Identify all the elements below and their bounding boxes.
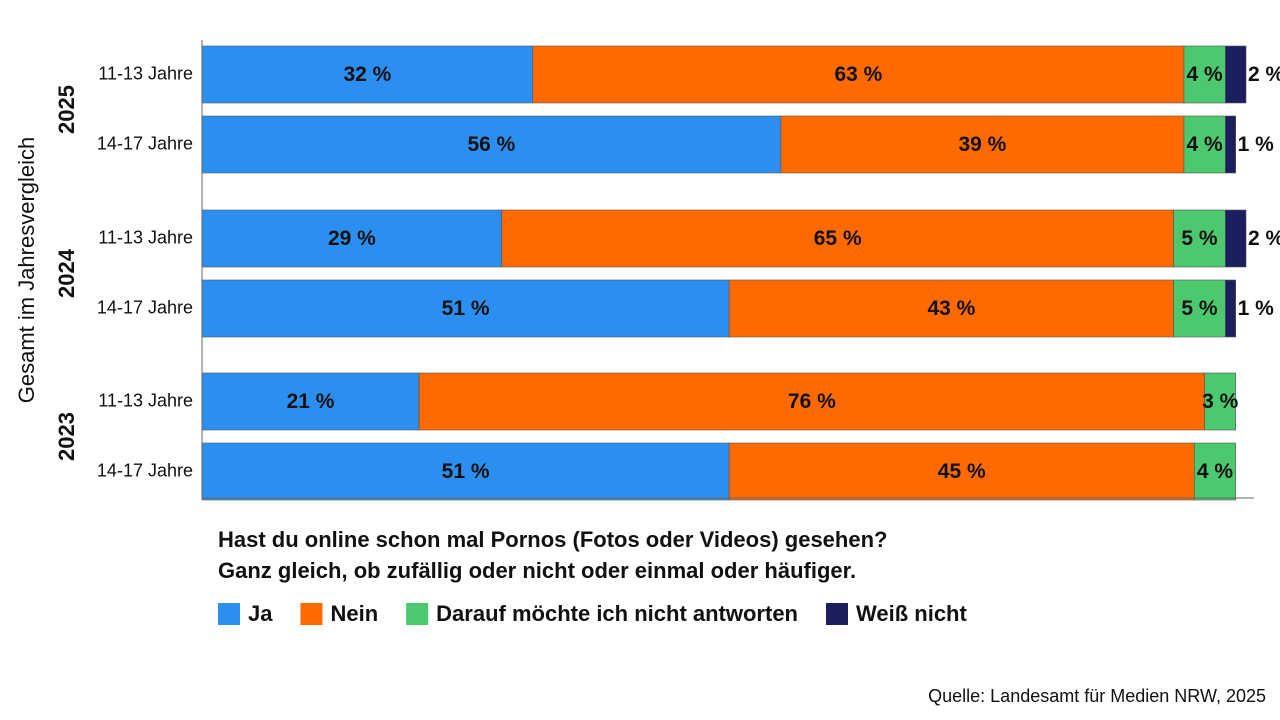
y-axis-label: Gesamt im Jahresvergleich — [14, 137, 39, 404]
value-label: 63 % — [834, 63, 882, 86]
value-label: 4 % — [1187, 133, 1224, 156]
value-label: 32 % — [343, 63, 391, 86]
bar-segment — [1204, 372, 1236, 431]
chart-title: Hast du online schon mal Pornos (Fotos o… — [218, 527, 887, 552]
bar-segment — [1183, 45, 1226, 104]
bar-segment — [1173, 209, 1226, 268]
legend-label: Weiß nicht — [856, 601, 967, 626]
bar-segment — [1183, 115, 1226, 174]
bar-segment — [201, 115, 782, 174]
legend-label: Ja — [248, 601, 273, 626]
value-label: 45 % — [938, 460, 986, 483]
bar-segment — [501, 209, 1174, 268]
legend-swatch — [300, 603, 323, 625]
value-label: 4 % — [1187, 63, 1224, 86]
category-label: 11-13 Jahre — [98, 390, 193, 410]
bar-segment — [418, 372, 1205, 431]
value-label: 3 % — [1202, 390, 1239, 413]
category-label: 14-17 Jahre — [97, 460, 193, 480]
value-label: 65 % — [814, 227, 862, 250]
category-label: 14-17 Jahre — [97, 297, 193, 317]
value-label: 4 % — [1197, 460, 1234, 483]
value-label: 2 % — [1248, 63, 1280, 86]
value-label: 39 % — [958, 133, 1006, 156]
value-label: 1 % — [1238, 133, 1275, 156]
bar-segment — [1173, 279, 1226, 338]
legend-swatch — [826, 603, 848, 625]
bar-segment — [780, 115, 1185, 174]
value-label: 76 % — [788, 390, 836, 413]
bar-segment — [1225, 279, 1236, 338]
source: Quelle: Landesamt für Medien NRW, 2025 — [928, 686, 1266, 706]
legend-swatch — [218, 603, 240, 625]
bar-segment — [1225, 45, 1247, 104]
value-label: 21 % — [287, 390, 335, 413]
value-label: 1 % — [1238, 297, 1275, 320]
category-label: 14-17 Jahre — [97, 133, 193, 153]
value-label: 5 % — [1181, 227, 1218, 250]
bar-segment — [201, 372, 420, 431]
group-label: 2023 — [54, 412, 79, 461]
bar-segment — [1225, 209, 1247, 268]
value-label: 29 % — [328, 227, 376, 250]
value-label: 51 % — [442, 297, 490, 320]
chart-subtitle: Ganz gleich, ob zufällig oder nicht oder… — [218, 558, 856, 583]
bar-segment — [201, 45, 534, 104]
bar-segment — [532, 45, 1185, 104]
bar-segment — [1225, 115, 1236, 174]
bar-segment — [201, 209, 503, 268]
value-label: 51 % — [442, 460, 490, 483]
bar-segment — [728, 442, 1195, 501]
value-label: 5 % — [1181, 297, 1218, 320]
bar-segment — [1194, 442, 1236, 501]
value-label: 2 % — [1248, 227, 1280, 250]
legend-swatch — [406, 603, 429, 625]
value-label: 56 % — [467, 133, 515, 156]
group-label: 2025 — [54, 85, 79, 134]
legend-label: Darauf möchte ich nicht antworten — [436, 601, 798, 626]
category-label: 11-13 Jahre — [98, 227, 193, 247]
value-label: 43 % — [927, 297, 975, 320]
group-label: 2024 — [54, 248, 79, 298]
legend-label: Nein — [330, 601, 378, 626]
bar-segment — [201, 279, 730, 338]
category-label: 11-13 Jahre — [98, 63, 193, 83]
